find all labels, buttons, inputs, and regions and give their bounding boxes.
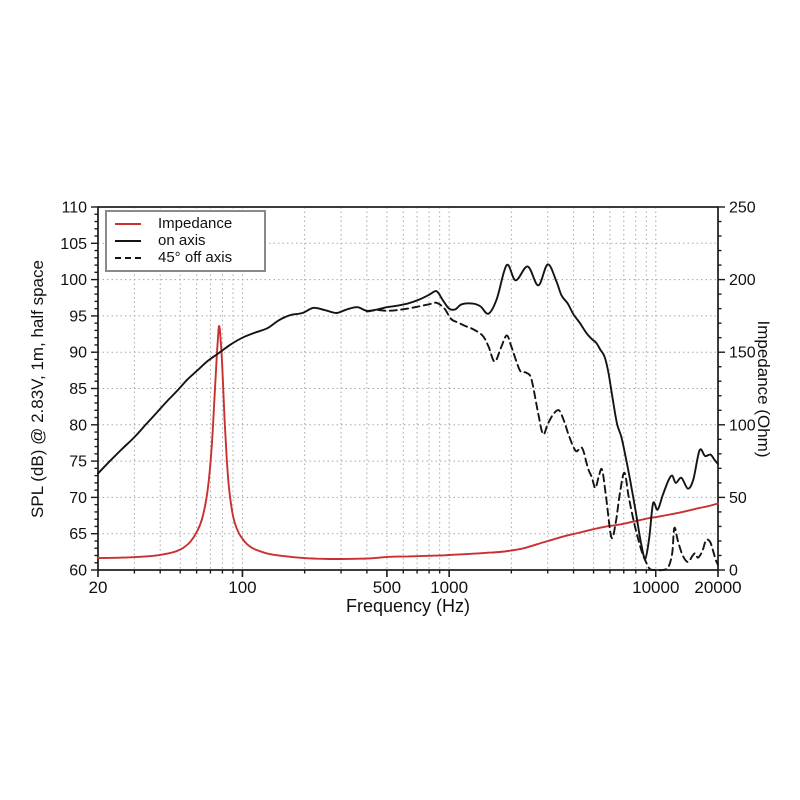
- svg-text:0: 0: [729, 563, 738, 580]
- series-on-axis: [97, 263, 719, 560]
- svg-text:200: 200: [729, 272, 756, 289]
- plot-frame: [97, 206, 719, 571]
- legend-item-45-off-axis: 45° off axis: [107, 249, 264, 266]
- svg-text:1000: 1000: [430, 578, 468, 597]
- svg-text:95: 95: [69, 308, 87, 325]
- y-axis-title-left: SPL (dB) @ 2.83V, 1m, half space: [28, 260, 47, 518]
- impedance-line-swatch: [115, 222, 141, 225]
- svg-text:100: 100: [228, 578, 256, 597]
- svg-text:10000: 10000: [632, 578, 679, 597]
- svg-text:100: 100: [60, 272, 87, 289]
- off-axis-line-swatch: [115, 256, 141, 259]
- svg-text:50: 50: [729, 490, 747, 507]
- on-axis-line-swatch: [115, 239, 141, 242]
- legend-label-45-off-axis: 45° off axis: [158, 249, 233, 266]
- legend-label-on-axis: on axis: [158, 232, 206, 249]
- series-impedance: [97, 324, 719, 560]
- svg-text:105: 105: [60, 236, 87, 253]
- svg-text:250: 250: [729, 200, 756, 217]
- x-axis-title: Frequency (Hz): [345, 596, 471, 616]
- legend: Impedance on axis 45° off axis: [105, 210, 266, 272]
- y-axis-title-right: Impedance (Ohm): [754, 320, 773, 458]
- svg-text:90: 90: [69, 345, 87, 362]
- svg-text:70: 70: [69, 490, 87, 507]
- svg-text:500: 500: [373, 578, 401, 597]
- svg-text:85: 85: [69, 381, 87, 398]
- legend-item-on-axis: on axis: [107, 232, 264, 249]
- svg-text:110: 110: [61, 200, 87, 217]
- legend-label-impedance: Impedance: [158, 215, 233, 232]
- svg-text:60: 60: [69, 563, 87, 580]
- svg-text:150: 150: [729, 345, 756, 362]
- grid: [98, 207, 718, 570]
- svg-text:20000: 20000: [694, 578, 741, 597]
- svg-text:80: 80: [69, 417, 87, 434]
- series-45-off-axis: [365, 301, 719, 572]
- svg-text:100: 100: [729, 417, 756, 434]
- tick-labels: 60 65 70 75 80 85 90 95 100 105 110 0 50 100 150 200 250…: [60, 200, 756, 598]
- svg-text:75: 75: [69, 454, 87, 471]
- svg-text:65: 65: [69, 526, 87, 543]
- legend-item-impedance: Impedance: [107, 215, 264, 232]
- svg-text:20: 20: [89, 578, 108, 597]
